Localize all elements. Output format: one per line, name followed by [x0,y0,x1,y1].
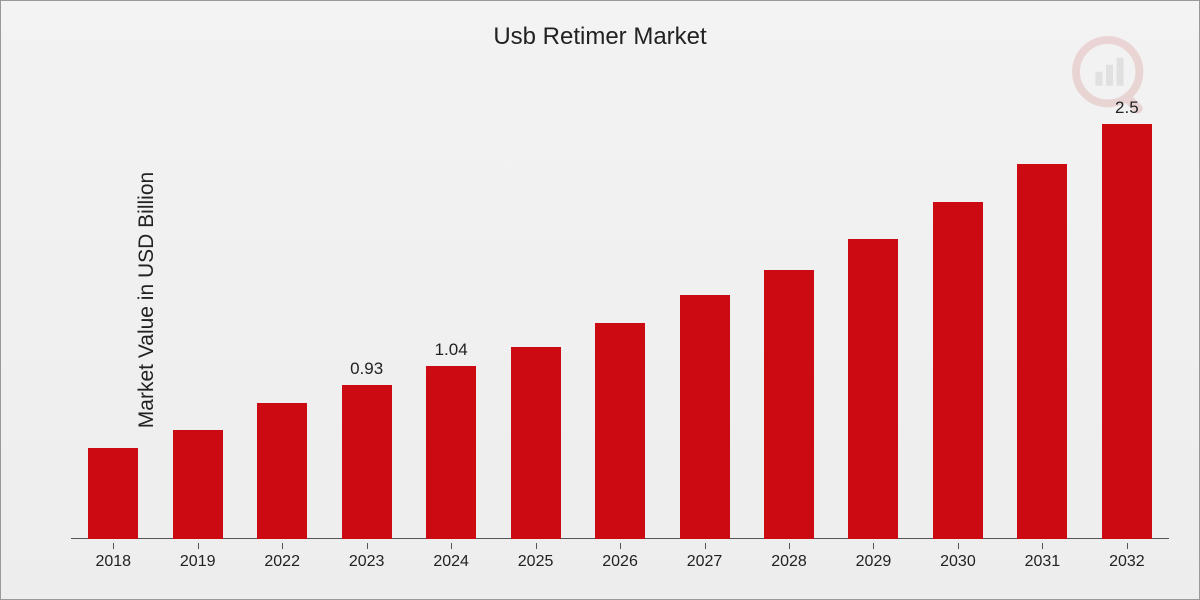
bar [848,239,898,539]
chart-title: Usb Retimer Market [1,23,1199,51]
x-axis-tick [873,543,874,549]
x-axis-tick [451,543,452,549]
x-axis-label: 2019 [180,553,216,571]
x-axis-tick [1042,543,1043,549]
x-axis-label: 2029 [856,553,892,571]
x-axis-tick [620,543,621,549]
bar [680,295,730,539]
bar-slot: 2031 [1000,91,1084,539]
bar [764,270,814,539]
x-axis-tick [367,543,368,549]
chart-container: Usb Retimer Market Market Value in USD B… [0,0,1200,600]
bar-slot: 2025 [493,91,577,539]
bar-slot: 2019 [155,91,239,539]
bar-slot: 0.932023 [324,91,408,539]
bar-value-label: 2.5 [1115,98,1139,118]
x-axis-tick [958,543,959,549]
x-axis-label: 2025 [518,553,554,571]
x-axis-label: 2022 [264,553,300,571]
bar [933,202,983,539]
x-axis-tick [1127,543,1128,549]
x-axis-label: 2031 [1025,553,1061,571]
x-axis-tick [705,543,706,549]
bar-value-label: 0.93 [350,359,383,379]
x-axis-label: 2028 [771,553,807,571]
x-axis-tick [198,543,199,549]
bar [511,347,561,539]
bar [426,366,476,539]
x-axis-label: 2023 [349,553,385,571]
bar-slot: 2030 [916,91,1000,539]
x-axis-label: 2030 [940,553,976,571]
bar-slot: 2027 [662,91,746,539]
plot-area: 2018201920220.9320231.042024202520262027… [71,91,1169,539]
bar [257,403,307,539]
bar [1017,164,1067,539]
x-axis-tick [789,543,790,549]
x-axis-label: 2026 [602,553,638,571]
bar-slot: 2028 [747,91,831,539]
bars-group: 2018201920220.9320231.042024202520262027… [71,91,1169,539]
bar [1102,124,1152,539]
x-axis-label: 2032 [1109,553,1145,571]
bar-slot: 2029 [831,91,915,539]
bar [88,448,138,539]
bar-slot: 2022 [240,91,324,539]
x-axis-tick [282,543,283,549]
x-axis-tick [536,543,537,549]
bar-value-label: 1.04 [435,340,468,360]
x-axis-tick [113,543,114,549]
bar-slot: 1.042024 [409,91,493,539]
bar-slot: 2018 [71,91,155,539]
x-axis-label: 2024 [433,553,469,571]
bar-slot: 2.52032 [1085,91,1169,539]
x-axis-label: 2018 [95,553,131,571]
bar [173,430,223,540]
x-axis-label: 2027 [687,553,723,571]
bar [595,323,645,539]
bar [342,385,392,539]
bar-slot: 2026 [578,91,662,539]
